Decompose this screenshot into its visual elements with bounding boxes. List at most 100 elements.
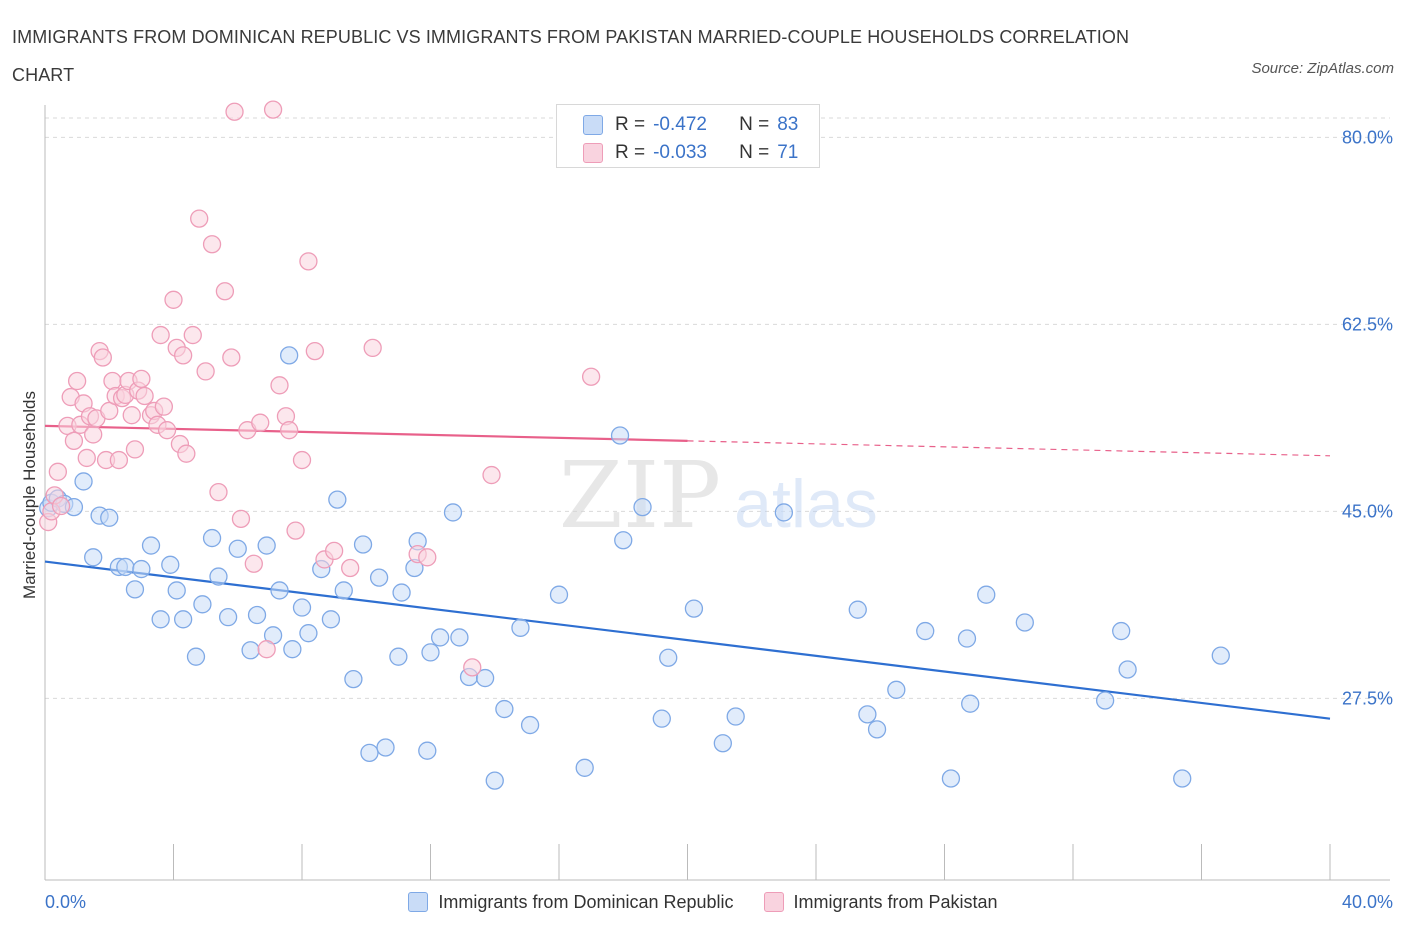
data-points <box>39 100 1230 790</box>
blue-data-point <box>1173 769 1192 788</box>
pink-data-point <box>463 658 482 677</box>
blue-data-point <box>257 536 276 555</box>
blue-data-point <box>858 705 877 724</box>
blue-data-point <box>353 535 373 554</box>
blue-data-point <box>84 548 103 567</box>
blue-swatch-icon <box>583 115 603 135</box>
pink-data-point <box>581 367 601 386</box>
pink-data-point <box>164 290 183 309</box>
pink-data-point <box>132 369 151 389</box>
watermark-zip: ZIP <box>559 442 721 549</box>
stats-row-pink: R = -0.033 N = 71 <box>557 138 821 168</box>
n-value: 71 <box>777 142 799 163</box>
blue-data-point <box>443 503 463 522</box>
pink-data-point <box>257 640 276 659</box>
blue-data-point <box>1112 621 1131 641</box>
blue-data-point <box>957 629 977 648</box>
blue-data-point <box>421 643 440 662</box>
r-value: -0.472 <box>653 114 707 135</box>
pink-data-point <box>67 371 87 391</box>
blue-data-point <box>430 628 450 647</box>
blue-data-point <box>511 618 530 637</box>
pink-data-point <box>122 406 141 425</box>
blue-data-point <box>193 595 212 614</box>
r-label: R = <box>615 142 646 163</box>
pink-data-point <box>341 558 360 578</box>
blue-data-point <box>270 581 289 600</box>
stats-row-blue: R = -0.472 N = 83 <box>557 110 821 140</box>
blue-data-point <box>202 528 222 548</box>
blue-data-point <box>495 699 514 719</box>
blue-data-point <box>684 599 704 618</box>
blue-data-point <box>218 608 238 627</box>
blue-data-point <box>392 583 411 602</box>
blue-data-point <box>116 557 135 577</box>
stats-box: R = -0.472 N = 83 R = -0.033 N = 71 <box>556 104 820 168</box>
pink-data-point <box>84 425 103 444</box>
blue-data-point <box>279 346 299 365</box>
pink-data-point <box>418 548 437 567</box>
pink-data-point <box>190 209 209 228</box>
blue-data-point <box>977 585 996 604</box>
pink-data-point <box>196 362 215 381</box>
legend-item-pakistan[interactable]: Immigrants from Pakistan <box>763 891 998 913</box>
blue-data-point <box>659 648 678 667</box>
blue-data-point <box>475 668 495 688</box>
legend: Immigrants from Dominican Republic Immig… <box>0 888 1406 916</box>
legend-label: Immigrants from Pakistan <box>793 891 998 912</box>
blue-data-point <box>652 709 671 728</box>
blue-swatch-icon <box>408 892 429 912</box>
pink-trend-line-extension <box>687 440 1331 457</box>
x-tick-label: 0.0% <box>45 892 86 912</box>
pink-data-point <box>482 465 501 485</box>
pink-data-point <box>215 282 235 301</box>
pink-data-point <box>263 100 283 119</box>
pink-data-point <box>177 444 196 463</box>
chart-title: IMMIGRANTS FROM DOMINICAN REPUBLIC VS IM… <box>12 27 1130 85</box>
pink-data-point <box>103 371 122 391</box>
pink-data-point <box>324 541 344 561</box>
n-value: 83 <box>777 114 799 135</box>
pink-data-point <box>363 338 382 358</box>
blue-data-point <box>633 497 652 517</box>
blue-data-point <box>1015 613 1034 632</box>
blue-data-point <box>167 581 186 600</box>
pink-data-point <box>77 448 96 468</box>
blue-data-point <box>389 647 408 666</box>
blue-data-point <box>292 598 312 617</box>
pink-data-point <box>154 397 174 416</box>
blue-data-point <box>848 600 867 619</box>
blue-data-point <box>369 568 389 587</box>
pink-data-point <box>279 421 299 440</box>
pink-data-point <box>292 450 312 470</box>
pink-swatch-icon <box>583 143 603 163</box>
pink-data-point <box>48 462 67 481</box>
blue-data-point <box>1118 660 1137 679</box>
pink-data-point <box>157 421 177 440</box>
pink-data-point <box>125 440 145 459</box>
pink-trend-line <box>44 424 688 442</box>
blue-trend-line <box>44 560 1331 720</box>
blue-data-point <box>328 490 347 509</box>
pink-data-point <box>244 554 263 573</box>
blue-data-point <box>1211 646 1230 665</box>
pink-data-point <box>93 348 112 367</box>
blue-data-point <box>887 680 906 699</box>
tick-labels: 80.0% 62.5% 45.0% 27.5% 0.0% 40.0% <box>45 127 1393 912</box>
blue-data-point <box>1095 691 1115 710</box>
blue-data-point <box>961 694 980 713</box>
blue-data-point <box>485 771 504 790</box>
blue-data-point <box>344 669 363 689</box>
blue-data-point <box>74 472 93 491</box>
source-label: Source: ZipAtlas.com <box>1251 60 1394 77</box>
legend-item-dominican-republic[interactable]: Immigrants from Dominican Republic <box>408 892 734 913</box>
pink-data-point <box>251 413 270 432</box>
blue-data-point <box>241 641 260 660</box>
y-axis-label: Married-couple Households <box>20 391 39 599</box>
pink-data-point <box>183 325 202 345</box>
n-label: N = <box>739 142 770 163</box>
r-value: -0.033 <box>653 142 707 163</box>
blue-data-point <box>283 640 302 659</box>
y-tick-label: 62.5% <box>1342 314 1393 334</box>
